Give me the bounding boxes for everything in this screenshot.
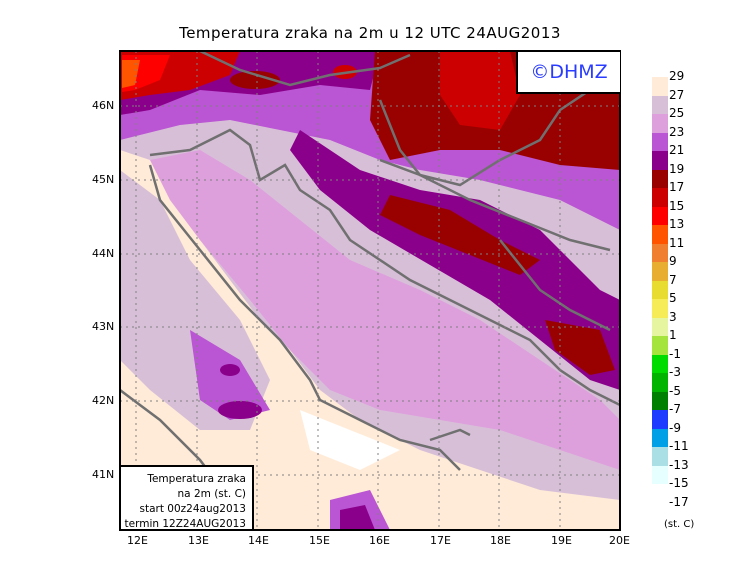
legend-label: 1 bbox=[669, 328, 677, 342]
legend-unit: (st. C) bbox=[664, 519, 695, 530]
legend-swatch bbox=[652, 262, 668, 281]
lon-label: 14E bbox=[248, 534, 269, 547]
legend-label: 17 bbox=[669, 180, 685, 194]
hot-spot bbox=[220, 364, 240, 376]
legend-label: 29 bbox=[669, 69, 685, 83]
legend-label: -11 bbox=[669, 439, 689, 453]
lat-label: 42N bbox=[92, 394, 115, 407]
region-adriatic-sea bbox=[150, 150, 620, 470]
legend-swatch bbox=[652, 428, 668, 447]
legend-label: 19 bbox=[669, 161, 685, 176]
legend-label: 15 bbox=[669, 198, 685, 213]
hot-spot bbox=[440, 51, 520, 130]
region-interior-hot bbox=[290, 130, 620, 390]
legend-swatch bbox=[652, 169, 668, 188]
lon-label: 18E bbox=[490, 534, 511, 547]
legend-swatch bbox=[652, 336, 668, 355]
legend-swatch bbox=[652, 373, 668, 392]
legend-swatch bbox=[652, 317, 668, 336]
legend-swatch bbox=[652, 447, 668, 466]
lat-label: 45N bbox=[92, 173, 115, 186]
info-line: termin 12Z24AUG2013 bbox=[124, 518, 247, 530]
legend-swatch bbox=[652, 132, 668, 151]
legend-swatch bbox=[652, 410, 668, 429]
map-frame bbox=[119, 50, 621, 531]
legend-swatch bbox=[652, 465, 668, 484]
legend-swatch bbox=[652, 95, 668, 114]
legend-label: -9 bbox=[669, 420, 681, 435]
legend-label: -1 bbox=[669, 346, 681, 361]
legend-label: 27 bbox=[669, 87, 685, 102]
legend-label: 5 bbox=[669, 291, 677, 305]
legend-swatch bbox=[652, 188, 668, 207]
region-italy bbox=[120, 150, 620, 530]
legend-swatch bbox=[652, 151, 668, 170]
legend-label: 23 bbox=[669, 124, 685, 139]
legend-swatch bbox=[652, 77, 668, 96]
lat-label: 44N bbox=[92, 247, 115, 260]
legend-swatch bbox=[652, 243, 668, 262]
lat-label: 46N bbox=[92, 99, 115, 112]
legend-swatch bbox=[652, 225, 668, 244]
legend-label: 21 bbox=[669, 143, 685, 157]
legend-label: 7 bbox=[669, 272, 677, 287]
hot-spot bbox=[380, 195, 540, 275]
hot-spot bbox=[230, 71, 280, 89]
legend-swatch bbox=[652, 299, 668, 318]
legend-label: -13 bbox=[669, 457, 689, 472]
grid-lines bbox=[120, 51, 620, 530]
legend-label: -3 bbox=[669, 365, 681, 379]
lat-label: 41N bbox=[92, 468, 115, 481]
info-line: na 2m (st. C) bbox=[177, 488, 246, 500]
legend-label: -17 bbox=[669, 494, 689, 509]
hot-spot bbox=[340, 505, 375, 530]
legend-label: 3 bbox=[669, 309, 677, 324]
legend-swatch bbox=[652, 206, 668, 225]
dhmz-logo: ©DHMZ bbox=[516, 52, 620, 94]
legend-swatch bbox=[652, 354, 668, 373]
map-title: Temperatura zraka na 2m u 12 UTC 24AUG20… bbox=[179, 24, 561, 42]
info-line: Temperatura zraka bbox=[147, 473, 246, 485]
legend-swatch bbox=[652, 391, 668, 410]
region-cool bbox=[300, 410, 400, 470]
lon-label: 13E bbox=[188, 534, 209, 547]
lon-label: 17E bbox=[430, 534, 451, 547]
legend-label: 11 bbox=[669, 235, 685, 250]
legend-swatch bbox=[652, 280, 668, 299]
legend-label: -15 bbox=[669, 476, 689, 490]
lon-label: 12E bbox=[127, 534, 148, 547]
lon-label: 15E bbox=[309, 534, 330, 547]
hot-spot bbox=[218, 401, 262, 419]
lat-label: 43N bbox=[92, 320, 115, 333]
lon-label: 19E bbox=[551, 534, 572, 547]
info-line: start 00z24aug2013 bbox=[139, 503, 246, 515]
legend-label: 13 bbox=[669, 217, 685, 231]
lon-label: 16E bbox=[369, 534, 390, 547]
legend-label: -7 bbox=[669, 402, 681, 416]
lon-label: 20E bbox=[609, 534, 630, 547]
legend-label: 9 bbox=[669, 254, 677, 268]
hot-spot bbox=[545, 320, 615, 375]
info-box: Temperatura zraka na 2m (st. C) start 00… bbox=[121, 465, 254, 530]
legend-label: -5 bbox=[669, 383, 681, 398]
legend-label: 25 bbox=[669, 106, 685, 120]
legend-swatch bbox=[652, 114, 668, 133]
